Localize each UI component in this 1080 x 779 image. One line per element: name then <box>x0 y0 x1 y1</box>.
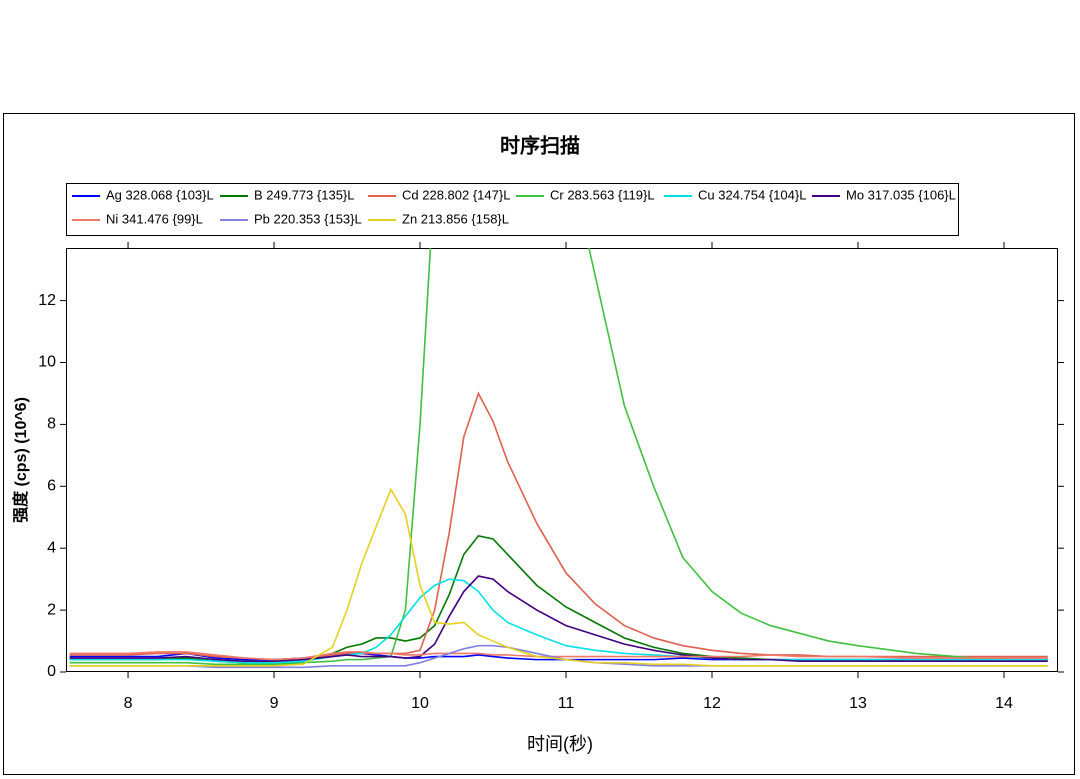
y-tick-label: 2 <box>47 601 56 618</box>
x-tick-label: 8 <box>124 695 133 712</box>
x-tick-label: 13 <box>849 695 867 712</box>
legend-label: Ag 328.068 {103}L <box>106 187 214 202</box>
x-tick-label: 14 <box>995 695 1013 712</box>
legend-label: Mo 317.035 {106}L <box>846 187 956 202</box>
series-line <box>69 487 1048 667</box>
y-axis-label: 强度 (cps) (10^6) <box>11 397 30 523</box>
series-line <box>69 651 1048 661</box>
legend-label: B 249.773 {135}L <box>254 187 355 202</box>
legend-label: Cd 228.802 {147}L <box>402 187 510 202</box>
x-tick-label: 10 <box>411 695 429 712</box>
legend-label: Pb 220.353 {153}L <box>254 211 362 226</box>
x-tick-label: 11 <box>558 695 575 712</box>
legend-label: Cr 283.563 {119}L <box>550 187 655 202</box>
legend <box>66 183 959 236</box>
chart-title: 时序扫描 <box>500 133 580 157</box>
frame <box>3 113 1075 775</box>
series-line <box>69 578 1048 664</box>
series-line <box>69 391 1048 661</box>
series-line <box>69 575 1048 662</box>
y-tick-label: 12 <box>38 292 56 309</box>
y-tick-label: 4 <box>47 539 56 556</box>
x-axis-label: 时间(秒) <box>527 734 593 754</box>
plot-frame <box>66 248 1058 672</box>
y-tick-label: 10 <box>38 354 56 371</box>
legend-label: Ni 341.476 {99}L <box>106 211 203 226</box>
plot-lines <box>69 248 1048 669</box>
y-tick-label: 8 <box>47 416 56 433</box>
y-tick-label: 0 <box>47 663 56 680</box>
legend-label: Cu 324.754 {104}L <box>698 187 806 202</box>
y-tick-label: 6 <box>47 478 56 495</box>
legend-label: Zn 213.856 {158}L <box>402 211 509 226</box>
x-tick-label: 12 <box>703 695 721 712</box>
series-line <box>69 248 1048 666</box>
x-tick-label: 9 <box>270 695 279 712</box>
